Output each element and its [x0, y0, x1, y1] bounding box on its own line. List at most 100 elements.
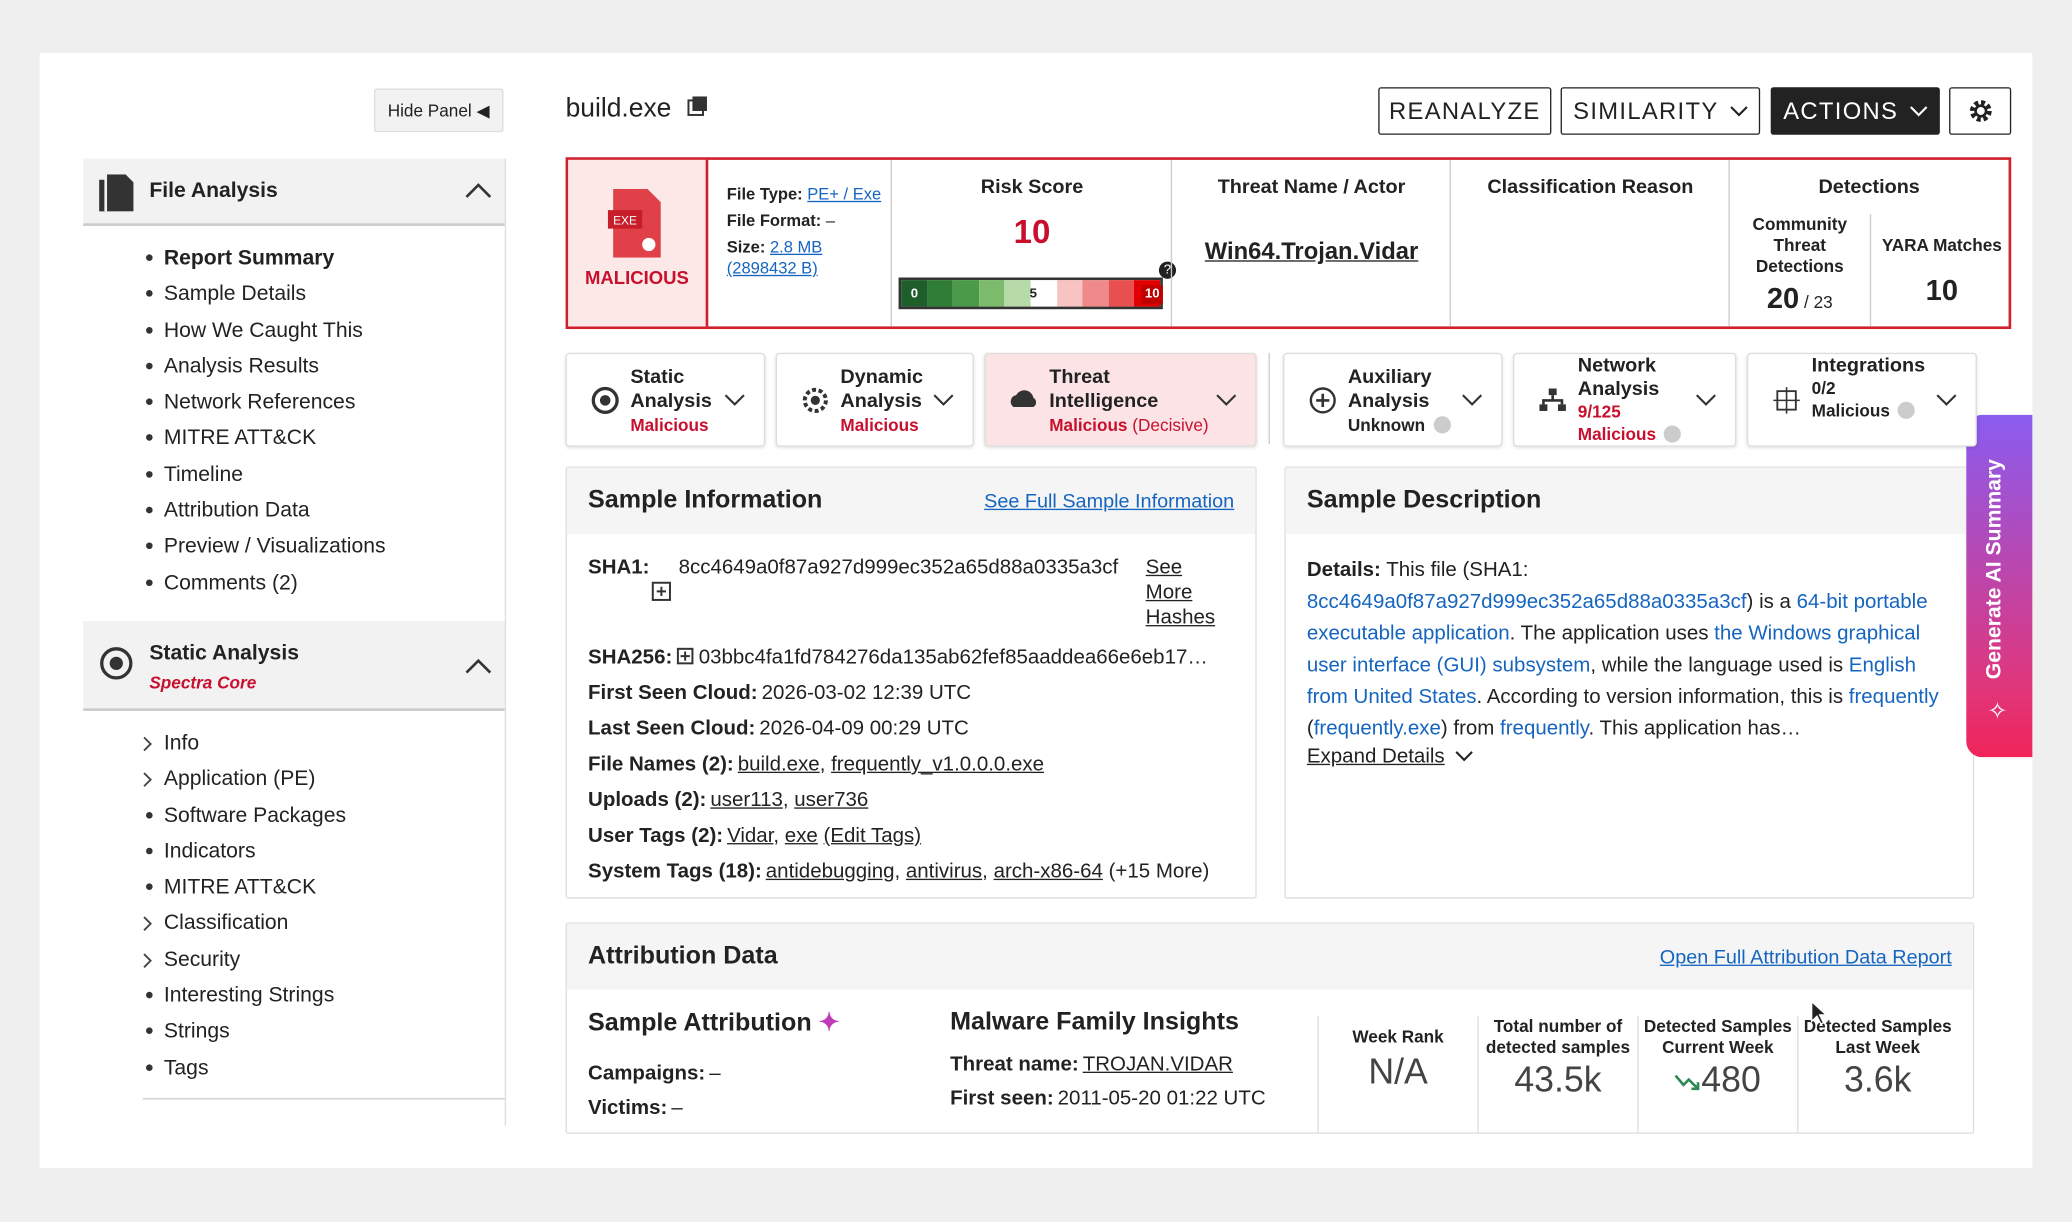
info-icon[interactable]	[1664, 425, 1682, 443]
size-bytes-link[interactable]: (2898432 B)	[726, 259, 818, 278]
tab-status: Malicious	[840, 414, 930, 436]
nav-item[interactable]: Application (PE)	[143, 762, 500, 798]
nav-item[interactable]: Attribution Data	[143, 493, 500, 529]
nav-item[interactable]: Comments (2)	[143, 565, 500, 601]
info-row: Last Seen Cloud: 2026-04-09 00:29 UTC	[588, 711, 1234, 747]
analysis-tab[interactable]: Integrations 0/2 Malicious	[1746, 352, 1977, 447]
nav-item[interactable]: Timeline	[143, 457, 500, 493]
panel-link[interactable]: See Full Sample Information	[984, 489, 1235, 513]
static-analysis-header[interactable]: Static Analysis Spectra Core	[83, 621, 505, 711]
link[interactable]: Vidar	[727, 824, 774, 848]
link[interactable]: the Windows graphical user interface (GU…	[1306, 622, 1921, 677]
nav-item[interactable]: How We Caught This	[143, 313, 500, 349]
risk-segment	[1082, 280, 1109, 307]
filename: build.exe	[566, 94, 708, 124]
bullet	[146, 290, 153, 298]
nav-item[interactable]: Security	[143, 942, 500, 978]
nav-item[interactable]: Report Summary	[143, 241, 500, 277]
copy-icon[interactable]	[651, 581, 671, 601]
analysis-tab[interactable]: Static Analysis Malicious	[565, 352, 766, 447]
link[interactable]: frequently.exe	[1313, 717, 1441, 741]
info-icon[interactable]	[1433, 416, 1451, 434]
link[interactable]: exe	[784, 824, 818, 848]
copy-icon[interactable]	[686, 95, 708, 116]
link[interactable]: frequently	[1848, 685, 1939, 709]
nav-item[interactable]: Info	[143, 725, 500, 761]
collapse-icon[interactable]	[465, 658, 492, 674]
file-analysis-header[interactable]: File Analysis	[83, 158, 505, 226]
more-hashes-link[interactable]: See More Hashes	[1145, 556, 1216, 630]
family-rows: Threat name: TROJAN.VIDAR First seen: 2011-…	[950, 1048, 1320, 1117]
link[interactable]: English from United States	[1306, 654, 1916, 709]
nav-item[interactable]: Analysis Results	[143, 349, 500, 385]
cell-title: Threat Name / Actor	[1217, 175, 1406, 199]
link[interactable]: user736	[794, 788, 869, 812]
field-label: File Format:	[726, 211, 822, 230]
nav-item[interactable]: Software Packages	[143, 798, 500, 834]
t: Threat Intelligence Malicious (Decisive)	[1049, 366, 1213, 436]
hide-panel-button[interactable]: Hide Panel ◀	[373, 88, 504, 133]
actions-button[interactable]: ACTIONS	[1770, 87, 1940, 135]
info-icon[interactable]	[1897, 401, 1916, 419]
nav-item[interactable]: Indicators	[143, 834, 500, 870]
threat-name-link[interactable]: Win64.Trojan.Vidar	[1204, 237, 1419, 265]
reanalyze-button[interactable]: REANALYZE	[1378, 87, 1552, 135]
link[interactable]: 64-bit portable executable application	[1306, 590, 1928, 645]
nav-item[interactable]: Sample Details	[143, 277, 500, 313]
tab-icon	[802, 387, 828, 413]
link[interactable]: (Edit Tags)	[823, 824, 922, 848]
expand-link[interactable]: Expand Details	[1306, 745, 1445, 768]
expand-details[interactable]: Expand Details	[1286, 745, 1973, 769]
tab-icon	[591, 386, 619, 414]
settings-button[interactable]	[1949, 87, 2012, 135]
size-link[interactable]: 2.8 MB	[769, 237, 823, 257]
link[interactable]: 8cc4649a0f87a927d999ec352a65d88a0335a3cf	[1306, 590, 1747, 614]
info-row: User Tags (2): Vidar, exe (Edit Tags)	[588, 818, 1234, 854]
panel-link[interactable]: Open Full Attribution Data Report	[1659, 945, 1952, 968]
nav-item[interactable]: MITRE ATT&CK	[143, 870, 500, 906]
similarity-button[interactable]: SIMILARITY	[1560, 87, 1761, 135]
risk-bar: 0 5 10?	[898, 261, 1177, 310]
copy-icon[interactable]	[676, 647, 694, 665]
section-title: File Analysis	[149, 179, 278, 202]
row-value[interactable]: TROJAN.VIDAR	[1082, 1053, 1233, 1076]
community-total: / 23	[1804, 292, 1833, 312]
text: , while the language used is	[1590, 654, 1849, 677]
collapse-icon[interactable]	[465, 182, 492, 198]
nav-item[interactable]: Network References	[143, 385, 500, 421]
risk-scale-label: 10	[1141, 285, 1163, 304]
status-text: Malicious	[630, 414, 709, 435]
row-label: Campaigns:	[588, 1062, 706, 1085]
analysis-tab[interactable]: Threat Intelligence Malicious (Decisive)	[984, 352, 1257, 447]
analysis-tab[interactable]: Network Analysis 9/125 Malicious	[1513, 352, 1737, 447]
nav-label: Comments (2)	[163, 571, 298, 595]
analysis-tab[interactable]: Auxiliary Analysis Unknown	[1283, 352, 1503, 447]
info-label: User Tags (2):	[588, 824, 724, 848]
ai-summary-button[interactable]: Generate AI Summary ✧	[1966, 414, 2033, 758]
nav-item[interactable]: MITRE ATT&CK	[143, 421, 500, 457]
tab-title: Dynamic Analysis	[840, 366, 924, 413]
cursor	[1811, 1000, 1828, 1025]
analysis-tab[interactable]: Dynamic Analysis Malicious	[775, 352, 974, 447]
nav-item[interactable]: Preview / Visualizations	[143, 529, 500, 565]
info-label: Last Seen Cloud:	[588, 717, 756, 741]
nav-item[interactable]: Strings	[143, 1014, 500, 1050]
icon-label: EXE	[613, 214, 637, 228]
row-value: 2011-05-20 01:22 UTC	[1057, 1087, 1266, 1111]
info-label: File Names (2):	[588, 753, 734, 776]
file-type-link[interactable]: PE+ / Exe	[807, 185, 882, 204]
link[interactable]: antidebugging	[765, 860, 895, 883]
link[interactable]: build.exe	[737, 753, 820, 776]
family-insights: Malware Family Insights Threat name: TROJ…	[950, 1008, 1320, 1116]
info-row: File Names (2): build.exe, frequently_v1.…	[588, 747, 1234, 783]
nav-item[interactable]: Tags	[143, 1050, 500, 1086]
link[interactable]: frequently	[1500, 717, 1589, 741]
link[interactable]: frequently_v1.0.0.0.exe	[831, 753, 1045, 776]
nav-item[interactable]: Classification	[143, 906, 500, 942]
nav-item[interactable]: Interesting Strings	[143, 978, 500, 1014]
text: 8cc4649a0f87a927d999ec352a65d88a0335a3cf	[678, 556, 1119, 579]
link[interactable]: arch-x86-64	[993, 860, 1103, 883]
link[interactable]: antivirus	[905, 860, 983, 883]
link[interactable]: user113	[710, 788, 783, 812]
